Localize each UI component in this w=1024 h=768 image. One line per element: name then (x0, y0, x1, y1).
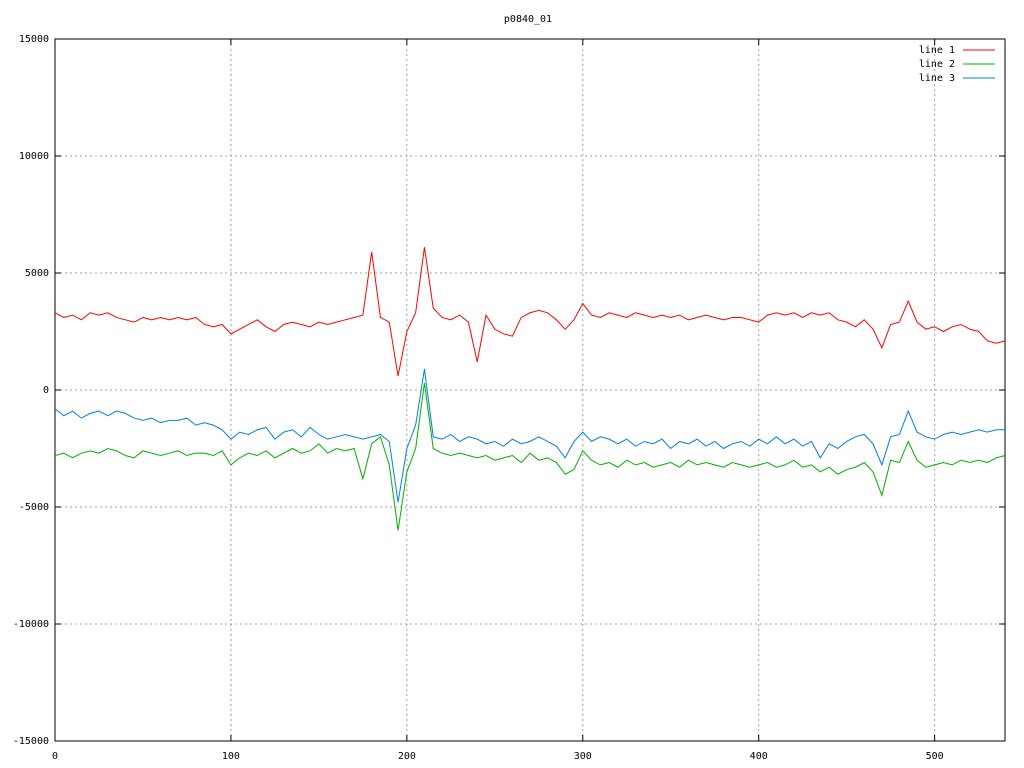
x-tick-label: 0 (52, 751, 58, 762)
x-tick-label: 200 (398, 751, 416, 762)
plot-frame (54, 38, 1006, 742)
x-tick-label: 300 (574, 751, 592, 762)
series-line (54, 382, 1006, 531)
series-line (54, 247, 1006, 377)
series-line (54, 368, 1005, 503)
y-tick-label: 15000 (19, 34, 49, 45)
y-tick-label: 5000 (25, 268, 49, 279)
x-tick-label: 100 (222, 751, 240, 762)
legend-label: line 3 (919, 73, 955, 84)
chart-title: p0840_01 (504, 14, 552, 25)
y-tick-label: -5000 (19, 502, 49, 513)
x-tick-label: 500 (926, 751, 944, 762)
y-tick-label: 0 (43, 385, 49, 396)
legend-label: line 1 (919, 45, 955, 56)
legend-label: line 2 (919, 59, 955, 70)
y-tick-label: -10000 (13, 619, 49, 630)
y-tick-label: 10000 (19, 151, 49, 162)
x-tick-label: 400 (750, 751, 768, 762)
y-tick-label: -15000 (13, 736, 49, 747)
